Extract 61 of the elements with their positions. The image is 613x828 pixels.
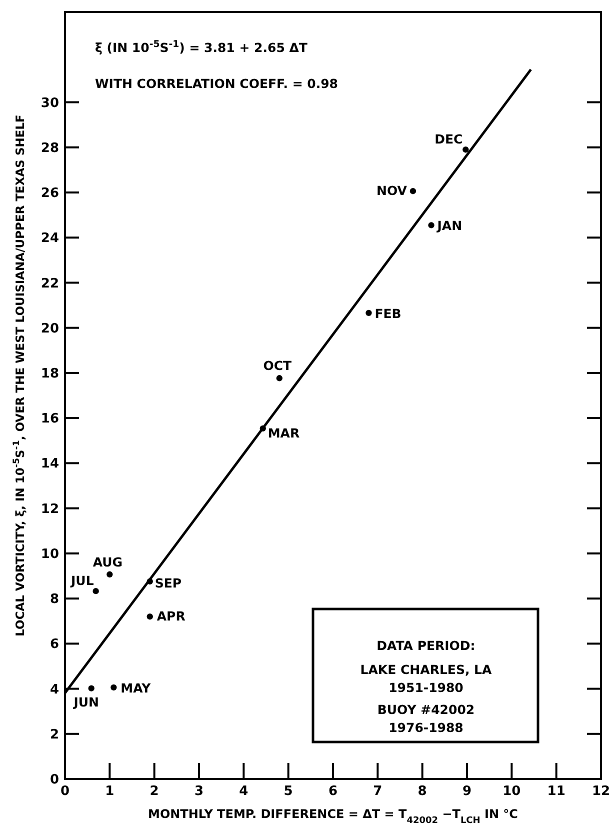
annotation: JAN [436, 218, 462, 234]
y-tick-label: 26 [40, 186, 59, 202]
y-tick-label: 30 [40, 96, 59, 111]
point [110, 684, 117, 690]
annotation: 1951-1980 [388, 680, 464, 695]
annotation: DATA PERIOD: [376, 638, 476, 653]
y-tick-label: 20 [40, 321, 59, 336]
point [146, 578, 153, 584]
annotation: OCT [263, 358, 292, 374]
y-tick-label: 14 [40, 456, 59, 472]
x-tick-label: 8 [418, 784, 427, 799]
annotation: MAR [268, 425, 300, 440]
x-tick-label: 5 [284, 784, 293, 799]
point [92, 588, 99, 594]
x-tick-label: 6 [328, 784, 338, 799]
y-tick-label: 6 [50, 637, 59, 652]
x-tick-label: 2 [150, 784, 159, 799]
x-tick-label: 7 [373, 784, 382, 799]
y-tick-label: 12 [40, 502, 59, 517]
x-tick-label: 9 [462, 784, 472, 799]
x-tick-label: 0 [60, 784, 70, 799]
annotation: AUG [92, 554, 123, 570]
x-tick-label: 3 [194, 784, 204, 799]
y-tick-label: 2 [50, 727, 59, 742]
annotation: FEB [374, 306, 402, 321]
x-tick-label: 1 [105, 784, 114, 799]
annotation: 1976-1988 [388, 720, 464, 735]
x-tick-label: 10 [502, 784, 521, 799]
x-tick-label: 11 [547, 784, 566, 799]
y-tick-label: 0 [50, 772, 59, 788]
annotation: MAY [120, 680, 152, 696]
y-tick-label: 10 [40, 546, 59, 562]
point [462, 146, 469, 153]
y-tick-label: 22 [40, 276, 59, 292]
annotation: NOV [376, 183, 408, 198]
point [88, 685, 94, 692]
point [428, 222, 434, 228]
point [276, 375, 282, 382]
point [260, 425, 266, 432]
point [410, 188, 416, 194]
annotation: JUN [72, 694, 99, 710]
annotation: LAKE CHARLES, LA [360, 662, 492, 677]
annotation: SEP [154, 575, 182, 590]
y-tick-label: 8 [50, 592, 59, 608]
y-tick-label: 18 [40, 366, 59, 382]
y-tick-label: 4 [50, 682, 59, 698]
x-axis-title: MONTHLY TEMP. DIFFERENCE = ΔT = T$_{42002}$ −T$_{LCH}$ IN °C [148, 807, 518, 826]
point [106, 571, 113, 578]
x-tick-label: 12 [592, 784, 610, 799]
annotation: ξ (IN 10$^{-5}$S$^{-1}$) = 3.81 + 2.65 ΔT [95, 38, 308, 55]
y-tick-label: 16 [40, 412, 59, 427]
annotation: BUOY #42002 [377, 702, 475, 717]
point [366, 310, 372, 316]
annotation: JUL [70, 573, 94, 588]
point [146, 613, 153, 620]
annotation: APR [156, 608, 186, 624]
x-tick-label: 4 [239, 784, 248, 799]
annotation: DEC [434, 132, 463, 147]
annotation: WITH CORRELATION COEFF. = 0.98 [95, 76, 338, 91]
y-tick-label: 24 [40, 231, 59, 246]
y-tick-label: 28 [40, 140, 59, 156]
